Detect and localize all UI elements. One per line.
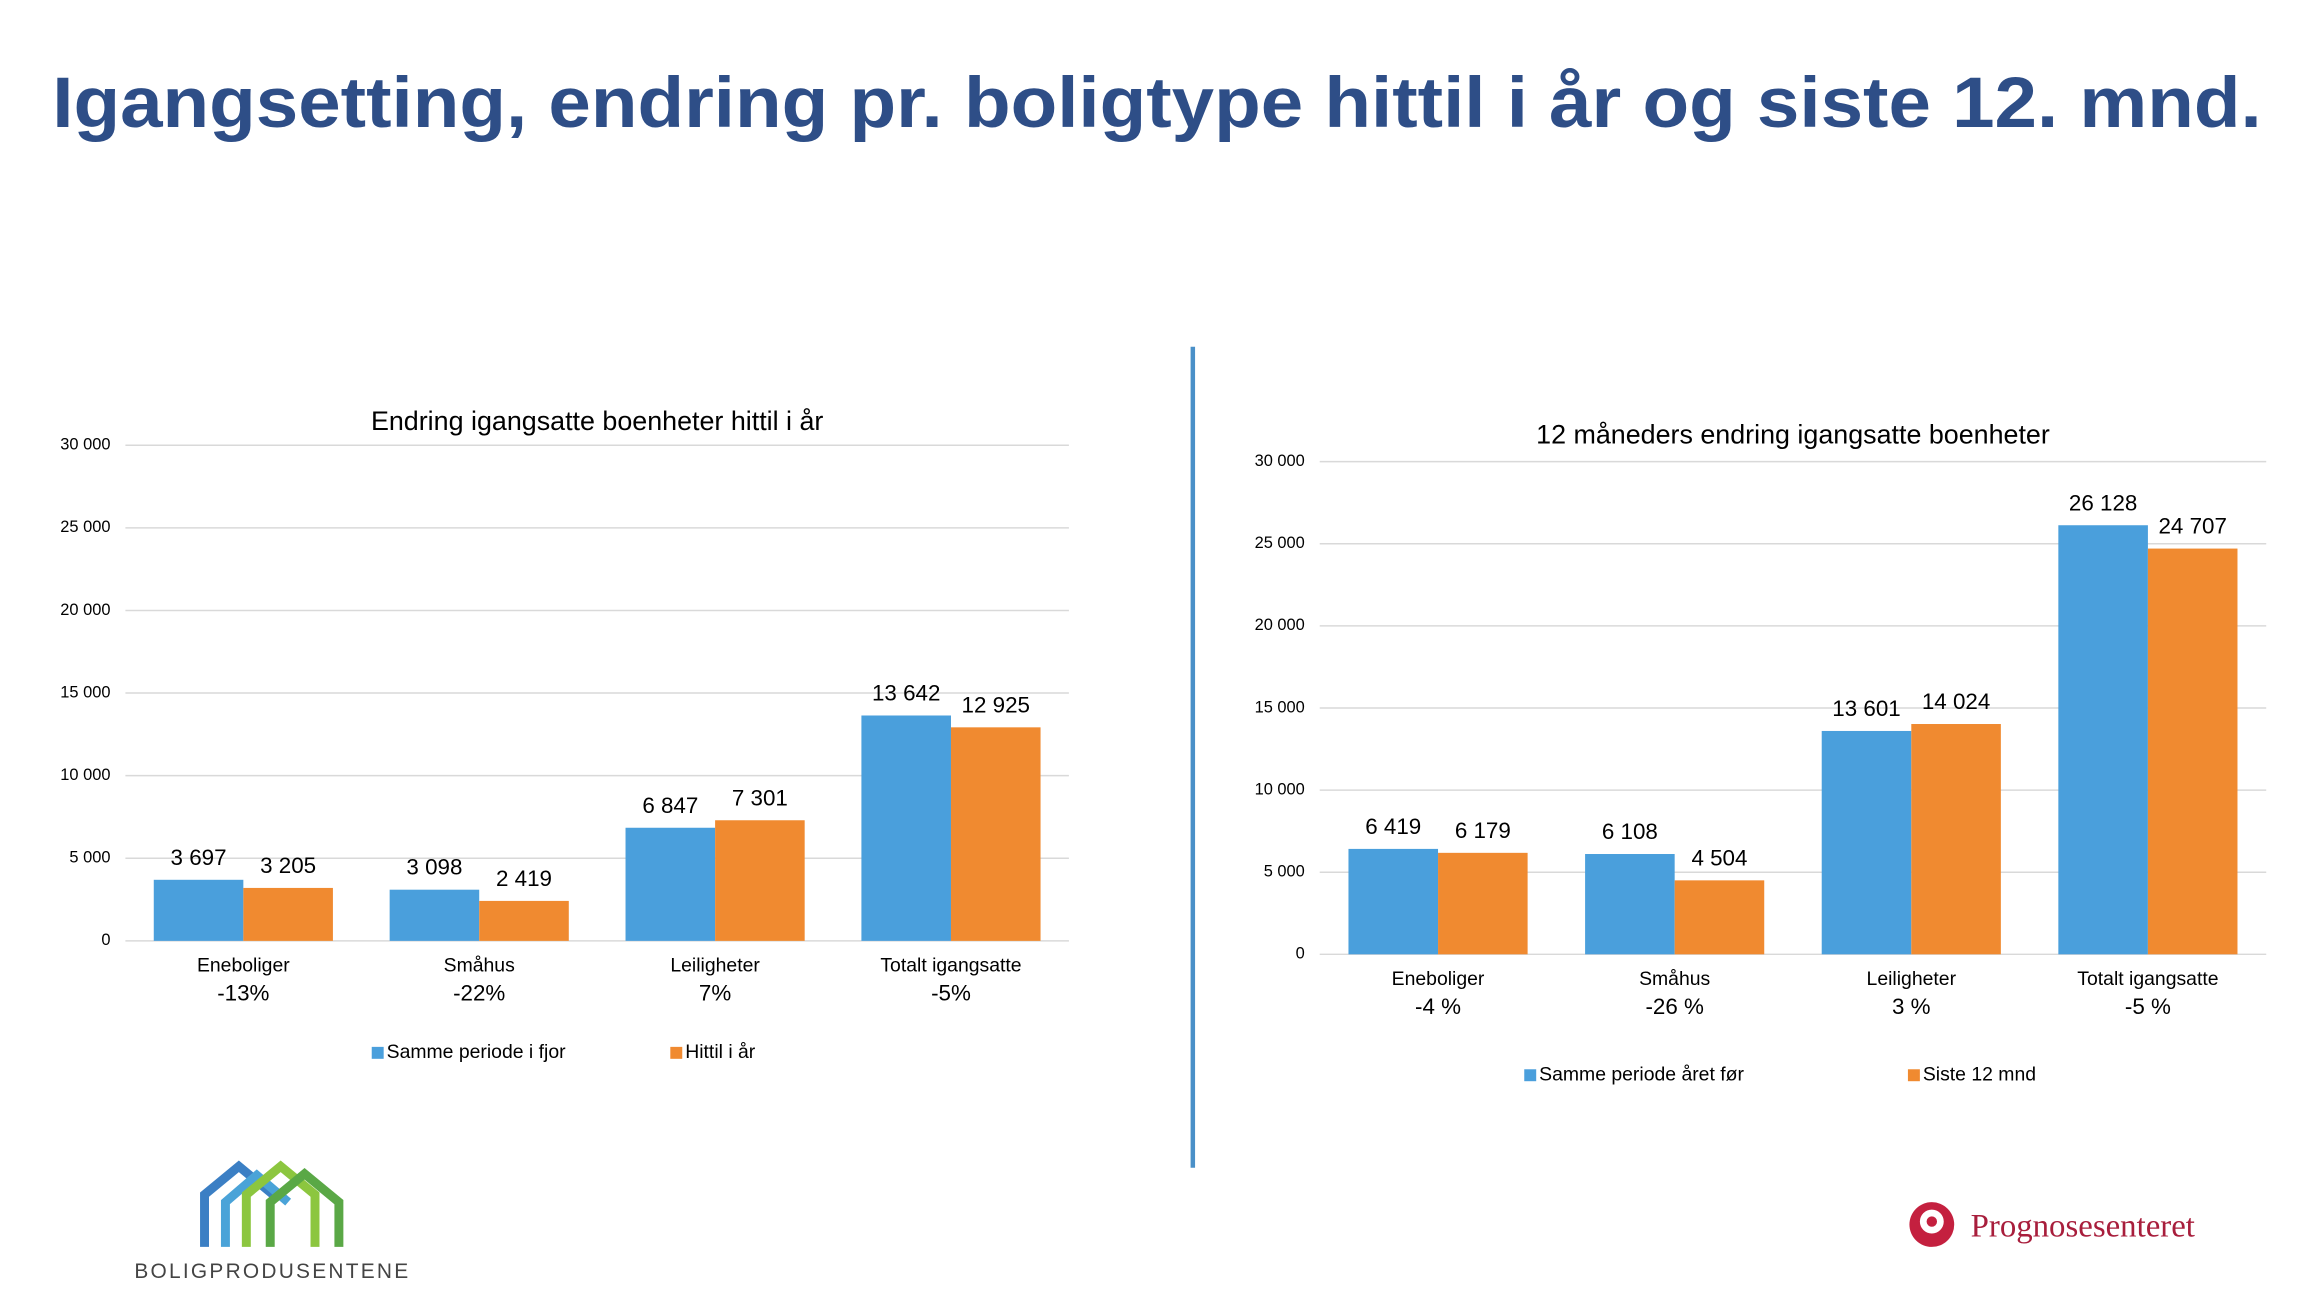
category-change: -4 % [1415,994,1461,1019]
y-tick-label: 30 000 [60,436,110,454]
y-tick-label: 10 000 [1255,780,1305,798]
x-tick-label: Leiligheter [1867,968,1957,990]
x-tick-label: Småhus [1639,968,1710,990]
bar [1585,854,1675,955]
bar [153,879,244,941]
category-change: -5% [931,981,971,1006]
legend-label: Samme periode i fjor [387,1041,566,1063]
y-tick-label: 15 000 [1255,698,1305,716]
bar [1911,724,2001,955]
bar [2058,525,2148,955]
left-logo-text: BOLIGPRODUSENTENE [134,1260,410,1283]
y-tick-label: 20 000 [1255,616,1305,634]
data-label: 12 925 [962,692,1030,717]
right-logo-icon [1909,1202,1955,1247]
y-tick-label: 30 000 [1255,452,1305,470]
category-change: -26 % [1645,994,1704,1019]
data-label: 7 301 [732,785,788,810]
y-tick-label: 0 [101,931,110,949]
bar [2147,548,2238,955]
y-tick-label: 15 000 [60,683,110,701]
bar [1821,730,1912,955]
data-label: 24 707 [2158,514,2226,539]
bar [1438,852,1528,955]
data-label: 6 419 [1365,814,1421,839]
bar [950,727,1041,941]
chart-title: Endring igangsatte boenheter hittil i år [371,406,823,436]
x-tick-label: Totalt igangsatte [2077,968,2218,990]
legend-swatch [1907,1069,1920,1082]
category-change: -22% [453,981,505,1006]
y-tick-label: 25 000 [60,518,110,536]
data-label: 4 504 [1691,845,1747,870]
bar [1674,880,1765,955]
bar [479,900,569,941]
data-label: 2 419 [496,866,552,891]
data-label: 13 601 [1832,696,1900,721]
data-label: 13 642 [872,681,940,706]
y-tick-label: 20 000 [60,601,110,619]
data-label: 6 179 [1455,818,1511,843]
x-tick-label: Småhus [444,954,515,976]
category-change: -13% [217,981,269,1006]
y-tick-label: 5 000 [1264,863,1305,881]
bar [1348,848,1439,955]
legend-label: Samme periode året før [1539,1063,1744,1085]
bar [389,889,480,941]
bar [715,820,805,941]
category-change: 7% [699,981,731,1006]
bar [625,827,716,941]
data-label: 6 108 [1602,819,1658,844]
data-label: 6 847 [642,793,698,818]
right-logo-text: Prognosesenteret [1971,1209,2195,1245]
bar [861,715,951,941]
data-label: 3 697 [171,845,227,870]
x-tick-label: Eneboliger [197,954,290,976]
x-tick-label: Totalt igangsatte [880,954,1021,976]
x-tick-label: Leiligheter [670,954,760,976]
y-tick-label: 10 000 [60,766,110,784]
legend-swatch [670,1046,683,1059]
legend-label: Siste 12 mnd [1923,1063,2036,1085]
data-label: 26 128 [2069,490,2137,515]
data-label: 14 024 [1922,689,1990,714]
category-change: 3 % [1892,994,1931,1019]
left-logo-icon [200,1160,344,1247]
data-label: 3 205 [260,853,316,878]
slide-title: Igangsetting, endring pr. boligtype hitt… [52,63,2261,143]
legend-swatch [371,1046,384,1059]
legend-label: Hittil i år [685,1041,756,1063]
category-change: -5 % [2125,994,2171,1019]
y-tick-label: 0 [1296,945,1305,963]
y-tick-label: 25 000 [1255,534,1305,552]
y-tick-label: 5 000 [69,849,110,867]
bar [243,887,333,941]
data-label: 3 098 [406,855,462,880]
chart-title: 12 måneders endring igangsatte boenheter [1536,419,2050,449]
x-tick-label: Eneboliger [1392,968,1485,990]
legend-swatch [1524,1069,1537,1082]
